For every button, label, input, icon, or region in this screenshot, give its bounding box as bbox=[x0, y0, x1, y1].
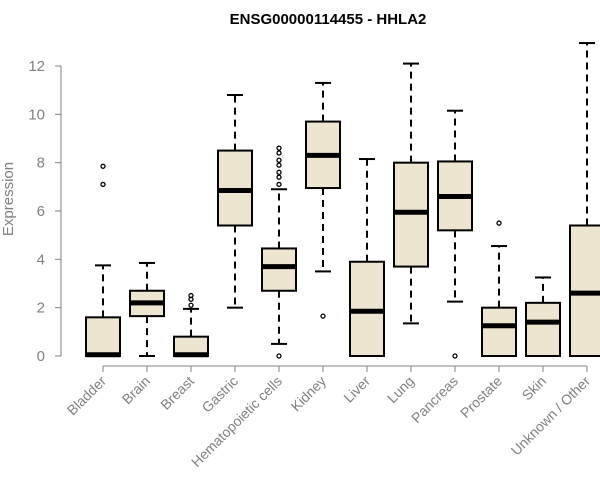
x-tick-label: Lung bbox=[384, 373, 417, 406]
y-tick-label: 4 bbox=[37, 251, 45, 268]
x-tick-label: Brain bbox=[119, 373, 153, 407]
iqr-box bbox=[525, 301, 561, 358]
y-tick-label: 0 bbox=[37, 348, 45, 365]
outlier-point bbox=[276, 145, 282, 151]
box-breast bbox=[173, 292, 209, 358]
outlier-point bbox=[276, 181, 282, 188]
box-gastric bbox=[217, 94, 253, 309]
outlier-point bbox=[276, 157, 282, 163]
outlier-point bbox=[276, 174, 282, 180]
y-tick-label: 10 bbox=[28, 106, 45, 123]
outlier-point bbox=[188, 302, 194, 308]
box-lung bbox=[393, 62, 429, 325]
box-liver bbox=[349, 158, 385, 357]
iqr-box bbox=[261, 247, 297, 292]
outlier-point bbox=[276, 169, 282, 175]
boxes-group bbox=[85, 42, 600, 359]
iqr-box bbox=[481, 306, 517, 357]
outlier-point bbox=[276, 353, 282, 359]
chart-title: ENSG00000114455 - HHLA2 bbox=[230, 11, 427, 28]
y-axis: 0 2 4 6 8 10 12 bbox=[28, 58, 62, 365]
y-tick-label: 2 bbox=[37, 300, 45, 317]
box-hematopoietic-cells bbox=[261, 145, 297, 359]
x-tick-label: Pancreas bbox=[408, 373, 461, 426]
x-tick-label: Kidney bbox=[288, 373, 330, 415]
x-tick-label: Breast bbox=[157, 373, 197, 413]
y-tick-label: 6 bbox=[37, 203, 45, 220]
outlier-point bbox=[188, 292, 194, 299]
outlier-point bbox=[276, 150, 282, 156]
x-tick-label: Bladder bbox=[64, 373, 110, 419]
box-skin bbox=[525, 276, 561, 358]
x-tick-label: Skin bbox=[519, 373, 550, 404]
outlier-point bbox=[496, 220, 502, 226]
outlier-point bbox=[452, 353, 458, 359]
y-tick-label: 8 bbox=[37, 155, 45, 172]
outlier-point bbox=[100, 163, 106, 169]
box-prostate bbox=[481, 220, 517, 357]
x-tick-label: Unknown / Other bbox=[508, 373, 594, 459]
outlier-point bbox=[276, 162, 282, 168]
box-bladder bbox=[85, 163, 121, 358]
box-kidney bbox=[305, 81, 341, 319]
x-tick-label: Liver bbox=[340, 373, 373, 406]
box-unknown-other bbox=[569, 42, 600, 357]
outlier-point bbox=[320, 313, 326, 319]
y-axis-label: Expression bbox=[0, 162, 17, 236]
x-tick-label: Prostate bbox=[457, 373, 505, 421]
iqr-box bbox=[85, 316, 121, 358]
y-tick-label: 12 bbox=[28, 58, 45, 75]
x-tick-label: Gastric bbox=[198, 373, 241, 416]
box-brain bbox=[129, 261, 165, 357]
box-pancreas bbox=[437, 109, 473, 359]
outlier-point bbox=[100, 181, 106, 188]
